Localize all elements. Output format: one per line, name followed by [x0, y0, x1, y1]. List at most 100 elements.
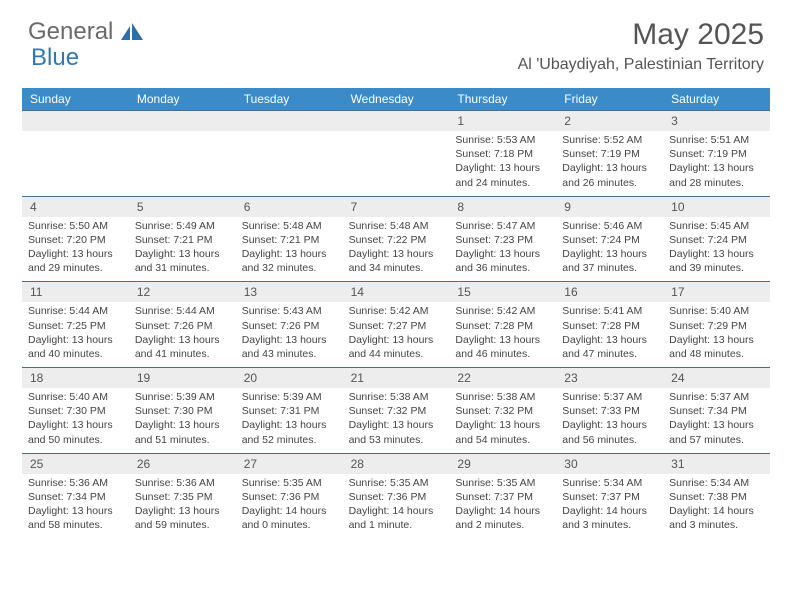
sunrise-text: Sunrise: 5:34 AM [669, 476, 764, 490]
day-number: 18 [22, 368, 129, 388]
day-number: 14 [343, 282, 450, 302]
day-details: Sunrise: 5:43 AMSunset: 7:26 PMDaylight:… [236, 302, 343, 367]
daylight-text: Daylight: 13 hours and 59 minutes. [135, 504, 230, 532]
daynum-row: 45678910 [22, 196, 770, 217]
sunrise-text: Sunrise: 5:52 AM [562, 133, 657, 147]
sunrise-text: Sunrise: 5:39 AM [135, 390, 230, 404]
sunset-text: Sunset: 7:36 PM [349, 490, 444, 504]
weeks-container: 123Sunrise: 5:53 AMSunset: 7:18 PMDaylig… [22, 110, 770, 538]
logo: General [28, 18, 147, 46]
day-number: 19 [129, 368, 236, 388]
daylight-text: Daylight: 13 hours and 57 minutes. [669, 418, 764, 446]
day-details [129, 131, 236, 196]
sunset-text: Sunset: 7:33 PM [562, 404, 657, 418]
day-number [22, 111, 129, 131]
day-details: Sunrise: 5:44 AMSunset: 7:25 PMDaylight:… [22, 302, 129, 367]
daynum-row: 25262728293031 [22, 453, 770, 474]
sunset-text: Sunset: 7:32 PM [349, 404, 444, 418]
weekday-header: Monday [129, 88, 236, 110]
logo-text-general: General [28, 18, 113, 46]
sunset-text: Sunset: 7:21 PM [135, 233, 230, 247]
sunset-text: Sunset: 7:31 PM [242, 404, 337, 418]
sunrise-text: Sunrise: 5:42 AM [349, 304, 444, 318]
sunset-text: Sunset: 7:27 PM [349, 319, 444, 333]
day-details: Sunrise: 5:35 AMSunset: 7:36 PMDaylight:… [236, 474, 343, 539]
day-number [343, 111, 450, 131]
day-details: Sunrise: 5:46 AMSunset: 7:24 PMDaylight:… [556, 217, 663, 282]
weekday-header: Sunday [22, 88, 129, 110]
daylight-text: Daylight: 13 hours and 50 minutes. [28, 418, 123, 446]
day-number: 7 [343, 197, 450, 217]
sunrise-text: Sunrise: 5:44 AM [28, 304, 123, 318]
day-details [343, 131, 450, 196]
sunrise-text: Sunrise: 5:38 AM [349, 390, 444, 404]
weekday-header-row: SundayMondayTuesdayWednesdayThursdayFrid… [22, 88, 770, 110]
month-title: May 2025 [518, 18, 764, 52]
day-number: 27 [236, 454, 343, 474]
day-details: Sunrise: 5:38 AMSunset: 7:32 PMDaylight:… [449, 388, 556, 453]
sunset-text: Sunset: 7:37 PM [455, 490, 550, 504]
sunrise-text: Sunrise: 5:42 AM [455, 304, 550, 318]
day-number: 2 [556, 111, 663, 131]
daylight-text: Daylight: 13 hours and 36 minutes. [455, 247, 550, 275]
sunrise-text: Sunrise: 5:44 AM [135, 304, 230, 318]
sunrise-text: Sunrise: 5:38 AM [455, 390, 550, 404]
sunrise-text: Sunrise: 5:39 AM [242, 390, 337, 404]
day-number: 23 [556, 368, 663, 388]
logo-blue-wrap: Blue [30, 44, 79, 72]
daynum-row: 18192021222324 [22, 367, 770, 388]
sunset-text: Sunset: 7:28 PM [562, 319, 657, 333]
daylight-text: Daylight: 13 hours and 34 minutes. [349, 247, 444, 275]
day-details: Sunrise: 5:36 AMSunset: 7:35 PMDaylight:… [129, 474, 236, 539]
day-number: 13 [236, 282, 343, 302]
day-number: 11 [22, 282, 129, 302]
daylight-text: Daylight: 14 hours and 3 minutes. [669, 504, 764, 532]
sunset-text: Sunset: 7:22 PM [349, 233, 444, 247]
day-number: 22 [449, 368, 556, 388]
day-details: Sunrise: 5:51 AMSunset: 7:19 PMDaylight:… [663, 131, 770, 196]
daylight-text: Daylight: 13 hours and 56 minutes. [562, 418, 657, 446]
daynum-row: 11121314151617 [22, 281, 770, 302]
day-details: Sunrise: 5:48 AMSunset: 7:21 PMDaylight:… [236, 217, 343, 282]
daylight-text: Daylight: 13 hours and 48 minutes. [669, 333, 764, 361]
daylight-text: Daylight: 13 hours and 47 minutes. [562, 333, 657, 361]
daylight-text: Daylight: 13 hours and 24 minutes. [455, 161, 550, 189]
day-details [236, 131, 343, 196]
day-details: Sunrise: 5:48 AMSunset: 7:22 PMDaylight:… [343, 217, 450, 282]
sunrise-text: Sunrise: 5:41 AM [562, 304, 657, 318]
day-details: Sunrise: 5:37 AMSunset: 7:33 PMDaylight:… [556, 388, 663, 453]
day-details: Sunrise: 5:40 AMSunset: 7:29 PMDaylight:… [663, 302, 770, 367]
sunrise-text: Sunrise: 5:45 AM [669, 219, 764, 233]
day-details: Sunrise: 5:52 AMSunset: 7:19 PMDaylight:… [556, 131, 663, 196]
day-details: Sunrise: 5:34 AMSunset: 7:38 PMDaylight:… [663, 474, 770, 539]
sunset-text: Sunset: 7:20 PM [28, 233, 123, 247]
day-number: 29 [449, 454, 556, 474]
day-details: Sunrise: 5:35 AMSunset: 7:37 PMDaylight:… [449, 474, 556, 539]
weekday-header: Friday [556, 88, 663, 110]
sunrise-text: Sunrise: 5:47 AM [455, 219, 550, 233]
day-number [236, 111, 343, 131]
daylight-text: Daylight: 13 hours and 26 minutes. [562, 161, 657, 189]
sunrise-text: Sunrise: 5:35 AM [455, 476, 550, 490]
sunset-text: Sunset: 7:21 PM [242, 233, 337, 247]
daylight-text: Daylight: 13 hours and 52 minutes. [242, 418, 337, 446]
day-details [22, 131, 129, 196]
day-number [129, 111, 236, 131]
daylight-text: Daylight: 13 hours and 28 minutes. [669, 161, 764, 189]
sunset-text: Sunset: 7:19 PM [669, 147, 764, 161]
day-number: 26 [129, 454, 236, 474]
sunset-text: Sunset: 7:30 PM [135, 404, 230, 418]
sunrise-text: Sunrise: 5:53 AM [455, 133, 550, 147]
sunrise-text: Sunrise: 5:34 AM [562, 476, 657, 490]
sunset-text: Sunset: 7:18 PM [455, 147, 550, 161]
day-number: 28 [343, 454, 450, 474]
day-details: Sunrise: 5:39 AMSunset: 7:30 PMDaylight:… [129, 388, 236, 453]
details-row: Sunrise: 5:40 AMSunset: 7:30 PMDaylight:… [22, 388, 770, 453]
day-number: 12 [129, 282, 236, 302]
details-row: Sunrise: 5:50 AMSunset: 7:20 PMDaylight:… [22, 217, 770, 282]
day-number: 16 [556, 282, 663, 302]
weekday-header: Tuesday [236, 88, 343, 110]
sunrise-text: Sunrise: 5:48 AM [349, 219, 444, 233]
sunset-text: Sunset: 7:19 PM [562, 147, 657, 161]
weekday-header: Thursday [449, 88, 556, 110]
